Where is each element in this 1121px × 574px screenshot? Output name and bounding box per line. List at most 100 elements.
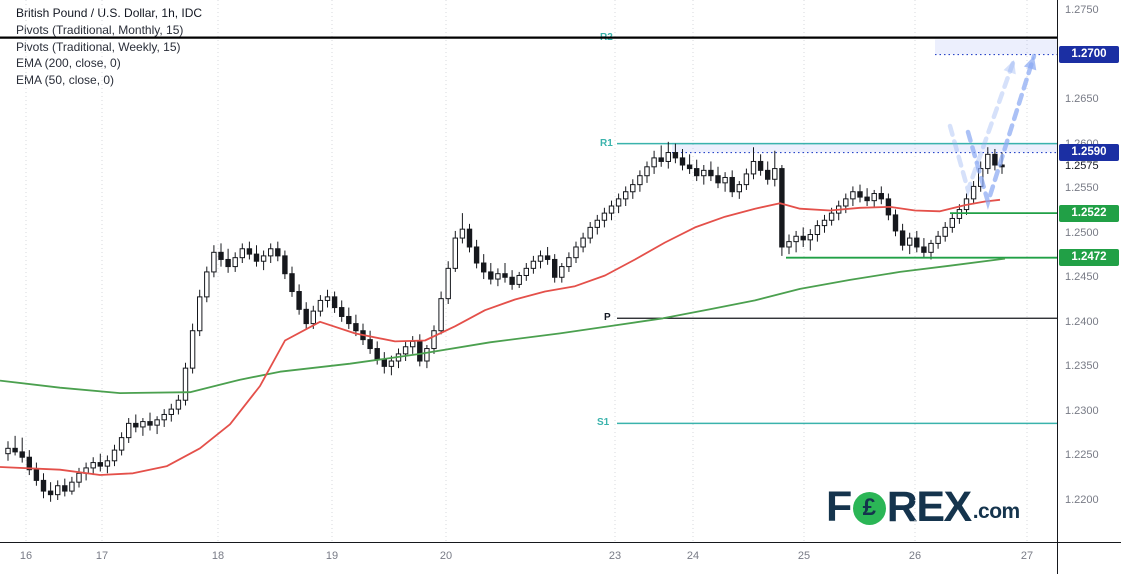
candle-up [587,226,593,239]
candle-up [310,310,317,325]
time-axis[interactable]: 16 17 18 19 20 23 24 25 26 27 [0,542,1057,574]
time-tick: 16 [19,550,33,562]
price-level-badge: 1.2590 [1059,144,1119,162]
candle-down [694,168,700,177]
candle-up [197,296,203,332]
candle-up [821,219,828,227]
price-level-badge: 1.2522 [1059,204,1119,222]
candle-up [772,168,778,180]
time-tick: 23 [608,550,622,562]
pivot-label-s1: S1 [597,417,610,429]
candle-up [651,157,657,168]
indicator-ema200[interactable]: EMA (200, close, 0) [16,56,121,71]
projection-arrow [965,53,1037,210]
candle-up [523,267,529,276]
candle-down [800,235,806,241]
candle-down [679,157,686,166]
candle-down [502,273,508,278]
price-tick: 1.2450 [1065,271,1099,284]
candle-down [672,152,679,159]
candle-down [253,253,260,262]
candle-up [615,198,622,207]
indicator-ema50[interactable]: EMA (50, close, 0) [16,73,115,88]
candle-up [665,152,671,162]
candle-up [55,485,61,496]
price-tick: 1.2500 [1065,226,1099,239]
candle-up [388,360,395,367]
candle-down [857,191,863,198]
price-axis[interactable]: 1.27501.27001.26501.26001.25751.25501.25… [1057,0,1121,542]
time-tick: 26 [908,550,922,562]
projection-arrow [947,57,1017,198]
candle-up [580,237,586,248]
candle-down [885,198,892,216]
logo-dot-com: .com [972,500,1021,523]
candle-up [623,191,629,200]
pivot-label-p: P [604,312,611,324]
time-tick: 25 [797,550,811,562]
candle-up [637,175,643,186]
candle-up [956,209,963,219]
candle-down [381,358,388,367]
candle-up [239,248,246,259]
time-tick: 27 [1020,550,1034,562]
chart-legend[interactable]: British Pound / U.S. Dollar, 1h, IDC Piv… [16,5,202,89]
current-price-label: 1.2575 [1065,159,1099,172]
candle-down [765,169,771,180]
candle-down [892,214,899,232]
candle-up [828,212,835,221]
indicator-pivots-monthly[interactable]: Pivots (Traditional, Monthly, 15) [16,22,184,37]
time-tick: 19 [325,550,339,562]
candle-up [907,237,913,246]
candle-up [211,251,217,273]
candle-up [573,246,579,259]
candle-down [921,246,927,253]
candle-up [786,241,792,248]
candle-down [729,176,735,193]
candle-down [97,462,103,467]
forex-com-logo: F £ REX .com [826,483,1021,531]
candle-up [743,173,750,186]
candle-down [708,169,714,177]
candle-up [168,408,175,415]
indicator-pivots-weekly[interactable]: Pivots (Traditional, Weekly, 15) [16,39,181,54]
candle-up [970,185,977,200]
logo-pound-glyph: £ [862,494,876,521]
candle-up [452,237,459,269]
arrow-head-icon [1003,60,1016,75]
candle-up [126,422,132,439]
candle-up [402,346,409,355]
candle-up [118,437,125,451]
time-tick: 17 [95,550,109,562]
price-tick: 1.2200 [1065,493,1099,506]
logo-letter-f: F [826,483,852,531]
ema-50-line [0,198,1001,476]
candle-down [218,251,224,260]
price-level-badge: 1.2700 [1059,46,1119,64]
candle-up [850,191,856,200]
candle-up [438,298,444,332]
candle-up [793,235,799,243]
candle-up [608,205,615,214]
candle-down [147,421,153,426]
candle-down [296,291,302,310]
candle-up [516,274,522,285]
candle-up [431,330,437,350]
symbol-title[interactable]: British Pound / U.S. Dollar, 1h, IDC [16,6,203,20]
candle-up [111,449,118,462]
candle-up [175,399,182,410]
candle-up [750,160,757,175]
candle-down [552,258,558,278]
candle-down [133,422,139,428]
candle-up [942,226,948,237]
candle-up [949,217,955,228]
candle-up [204,271,210,298]
candle-up [601,212,608,221]
candle-up [537,255,544,262]
candle-up [161,413,167,421]
candle-down [992,153,998,166]
candle-down [374,348,380,360]
level-zone [672,142,1057,153]
candle-down [757,160,764,171]
pivot-label-r2: R2 [600,31,613,43]
